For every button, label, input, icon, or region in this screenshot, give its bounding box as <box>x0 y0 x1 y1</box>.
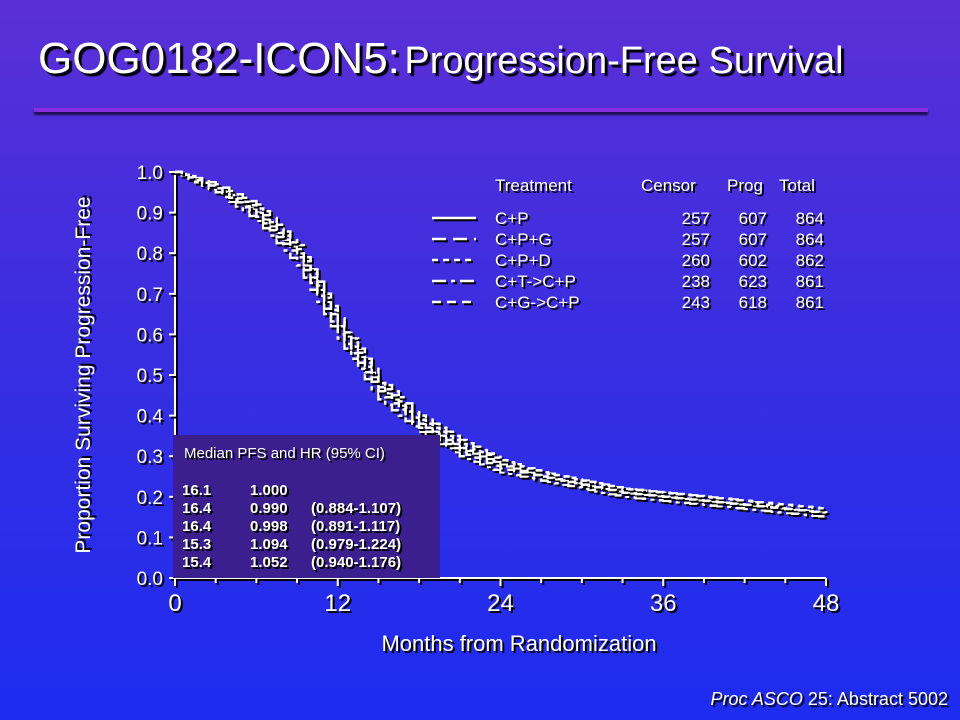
x-ticks: 0 12 24 36 48 <box>168 578 839 617</box>
legend-censor: 238 <box>682 272 710 291</box>
legend-censor: 257 <box>682 230 710 249</box>
y-tick-label: 0.5 <box>137 366 163 387</box>
hazard-ratio-value: 1.000 <box>250 482 288 499</box>
legend-treatment: C+P+D <box>495 251 551 270</box>
x-tick-label: 0 <box>168 590 181 617</box>
median-pfs-box: Median PFS and HR (95% CI) 16.1 1.000 16.4… <box>173 435 440 578</box>
title-sub: Progression-Free Survival <box>404 40 844 82</box>
legend-prog: 607 <box>739 230 767 249</box>
y-ticks: 0.0 0.1 0.2 0.3 0.4 0.5 0.6 0.7 0.8 0.9 1.0 <box>137 163 175 590</box>
y-tick-label: 0.7 <box>137 285 163 306</box>
legend: Treatment Censor Prog Total C+P 257 607 864… <box>432 176 824 312</box>
x-tick-label: 48 <box>813 590 840 617</box>
y-tick-label: 0.9 <box>137 204 163 225</box>
hazard-ratio-value: 0.998 <box>250 518 288 535</box>
legend-total: 861 <box>796 293 824 312</box>
legend-header-total: Total <box>779 176 815 195</box>
y-tick-label: 0.4 <box>137 407 164 428</box>
legend-total: 864 <box>796 230 824 249</box>
legend-header-treatment: Treatment <box>495 176 572 195</box>
legend-censor: 243 <box>682 293 710 312</box>
legend-header-prog: Prog <box>727 176 763 195</box>
median-pfs-title: Median PFS and HR (95% CI) <box>184 445 385 462</box>
legend-total: 861 <box>796 272 824 291</box>
median-pfs-box-bg <box>173 435 440 578</box>
y-tick-label: 0.2 <box>137 488 163 509</box>
hazard-ratio-value: 0.990 <box>250 500 288 517</box>
y-tick-label: 0.3 <box>137 447 163 468</box>
legend-treatment: C+P+G <box>495 230 552 249</box>
legend-treatment: C+G->C+P <box>495 293 580 312</box>
hazard-ratio-value: 1.052 <box>250 554 288 571</box>
curve-c-t-c-p <box>175 170 828 518</box>
y-tick-label: 1.0 <box>137 163 163 184</box>
confidence-interval: (0.940-1.176) <box>311 554 401 571</box>
citation-journal: Proc ASCO <box>710 689 803 709</box>
legend-censor: 257 <box>682 209 710 228</box>
legend-total: 862 <box>796 251 824 270</box>
x-tick-label: 24 <box>487 590 514 617</box>
y-tick-label: 0.6 <box>137 325 163 346</box>
x-axis-label: Months from Randomization <box>381 631 656 656</box>
y-tick-label: 0.8 <box>137 244 163 265</box>
confidence-interval: (0.891-1.117) <box>311 518 400 535</box>
curve-c-g-c-p <box>175 170 828 514</box>
slide-title: GOG0182-ICON5: Progression-Free Survival <box>38 34 948 84</box>
survival-curves <box>175 170 828 518</box>
y-axis-label: Proportion Surviving Progression-Free <box>72 196 95 553</box>
median-pfs-value: 16.4 <box>182 518 212 535</box>
hazard-ratio-value: 1.094 <box>250 536 288 553</box>
citation-rest: 25: Abstract 5002 <box>802 689 948 709</box>
confidence-interval: (0.884-1.107) <box>311 500 401 517</box>
legend-treatment: C+P <box>495 209 529 228</box>
y-tick-label: 0.0 <box>137 569 163 590</box>
legend-prog: 602 <box>739 251 767 270</box>
title-main: GOG0182-ICON5: <box>38 34 400 83</box>
legend-prog: 623 <box>739 272 767 291</box>
legend-total: 864 <box>796 209 824 228</box>
median-pfs-value: 15.3 <box>182 536 211 553</box>
legend-treatment: C+T->C+P <box>495 272 576 291</box>
median-pfs-rows: 16.1 1.000 16.4 0.990 (0.884-1.107) 16.4 0.998… <box>182 482 401 571</box>
citation: Proc ASCO 25: Abstract 5002 <box>711 689 948 710</box>
x-tick-label: 36 <box>650 590 677 617</box>
legend-prog: 618 <box>739 293 767 312</box>
legend-header-censor: Censor <box>641 176 696 195</box>
median-pfs-value: 16.4 <box>182 500 212 517</box>
median-pfs-value: 16.1 <box>182 482 211 499</box>
y-tick-label: 0.1 <box>137 528 163 549</box>
legend-prog: 607 <box>739 209 767 228</box>
confidence-interval: (0.979-1.224) <box>311 536 401 553</box>
median-pfs-value: 15.4 <box>182 554 212 571</box>
legend-censor: 260 <box>682 251 710 270</box>
title-rule <box>34 108 928 112</box>
x-tick-label: 12 <box>324 590 351 617</box>
legend-rows: C+P 257 607 864 C+P+G 257 607 864 C+P+D 260 602 862… <box>432 209 824 312</box>
